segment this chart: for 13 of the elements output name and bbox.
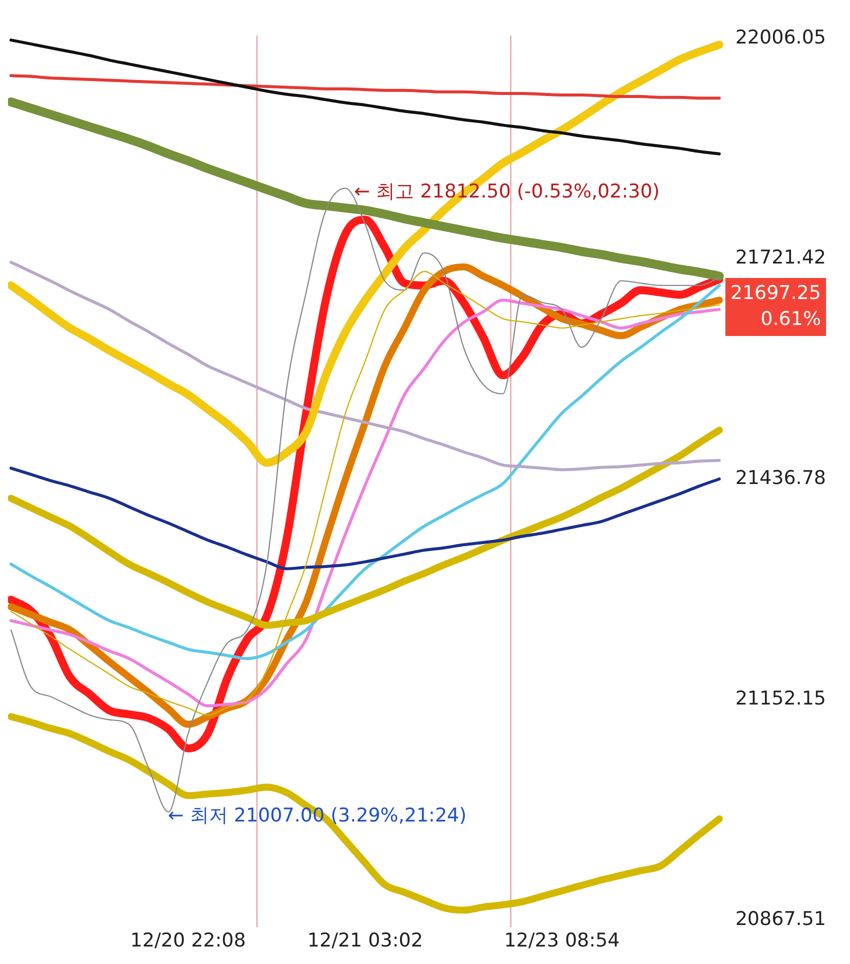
line-series: [10, 74, 721, 100]
x-tick-label: 12/20 22:08: [130, 930, 246, 952]
x-tick-label: 12/23 08:54: [504, 930, 620, 952]
x-tick-label: 12/21 03:02: [307, 930, 423, 952]
y-tick-label: 21436.78: [735, 467, 826, 490]
y-tick-label: 21152.15: [735, 687, 826, 710]
line-series: [10, 466, 721, 570]
y-tick-label: 22006.05: [735, 26, 826, 48]
line-series: [10, 38, 721, 156]
line-series: [10, 260, 721, 472]
text: 21697.25 0.61%: [730, 282, 821, 330]
y-tick-label: 21721.42: [735, 246, 826, 269]
y-tick-label: 20867.51: [735, 908, 826, 930]
